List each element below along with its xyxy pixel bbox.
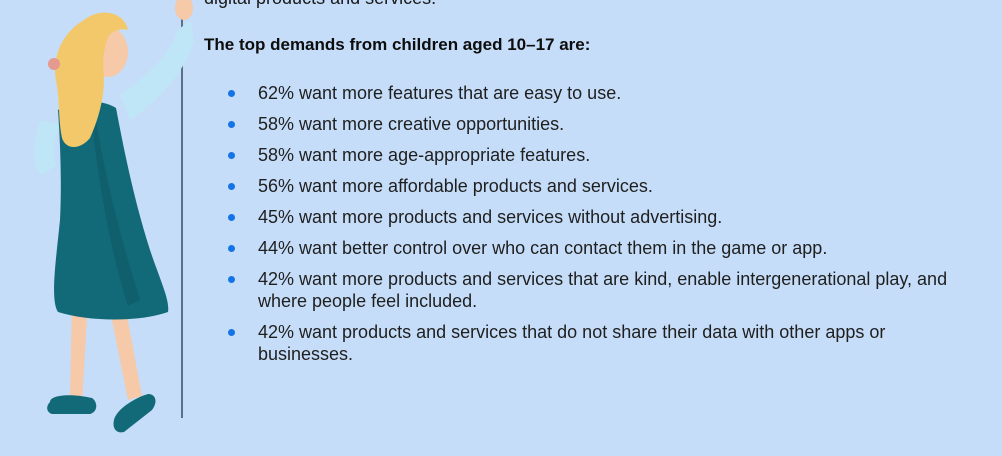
hair-bow xyxy=(48,58,60,70)
right-shoe xyxy=(113,394,156,433)
right-leg xyxy=(108,300,142,400)
list-item: 58% want more creative opportunities. xyxy=(228,113,973,135)
bullet-icon xyxy=(228,276,235,283)
bullet-icon xyxy=(228,90,235,97)
list-item-text: 58% want more creative opportunities. xyxy=(258,114,565,134)
raised-hand xyxy=(175,0,193,20)
demands-list: 62% want more features that are easy to … xyxy=(228,82,973,374)
list-item: 45% want more products and services with… xyxy=(228,206,973,228)
bullet-icon xyxy=(228,121,235,128)
list-item: 58% want more age-appropriate features. xyxy=(228,144,973,166)
list-item: 44% want better control over who can con… xyxy=(228,237,973,259)
list-item: 42% want products and services that do n… xyxy=(228,321,973,365)
list-item-text: 42% want more products and services that… xyxy=(258,269,948,311)
raised-arm-sleeve xyxy=(120,20,194,120)
dress-shade xyxy=(92,120,140,306)
list-item-text: 58% want more age-appropriate features. xyxy=(258,145,591,165)
bullet-icon xyxy=(228,245,235,252)
list-item: 62% want more features that are easy to … xyxy=(228,82,973,104)
list-item-text: 56% want more affordable products and se… xyxy=(258,176,653,196)
bullet-icon xyxy=(228,214,235,221)
list-item: 42% want more products and services that… xyxy=(228,268,973,312)
list-item-text: 62% want more features that are easy to … xyxy=(258,83,622,103)
left-leg xyxy=(70,300,88,402)
bullet-icon xyxy=(228,183,235,190)
girl-illustration xyxy=(34,0,194,433)
left-arm-sleeve xyxy=(34,120,60,175)
list-item: 56% want more affordable products and se… xyxy=(228,175,973,197)
left-shoe xyxy=(47,395,97,414)
list-item-text: 45% want more products and services with… xyxy=(258,207,723,227)
bullet-icon xyxy=(228,152,235,159)
intro-text-tail: digital products and services. xyxy=(204,0,436,9)
list-item-text: 42% want products and services that do n… xyxy=(258,322,886,364)
hair xyxy=(55,12,128,148)
bullet-icon xyxy=(228,329,235,336)
content-panel: digital products and services. The top d… xyxy=(204,0,994,456)
section-heading: The top demands from children aged 10–17… xyxy=(204,35,591,54)
list-item-text: 44% want better control over who can con… xyxy=(258,238,828,258)
